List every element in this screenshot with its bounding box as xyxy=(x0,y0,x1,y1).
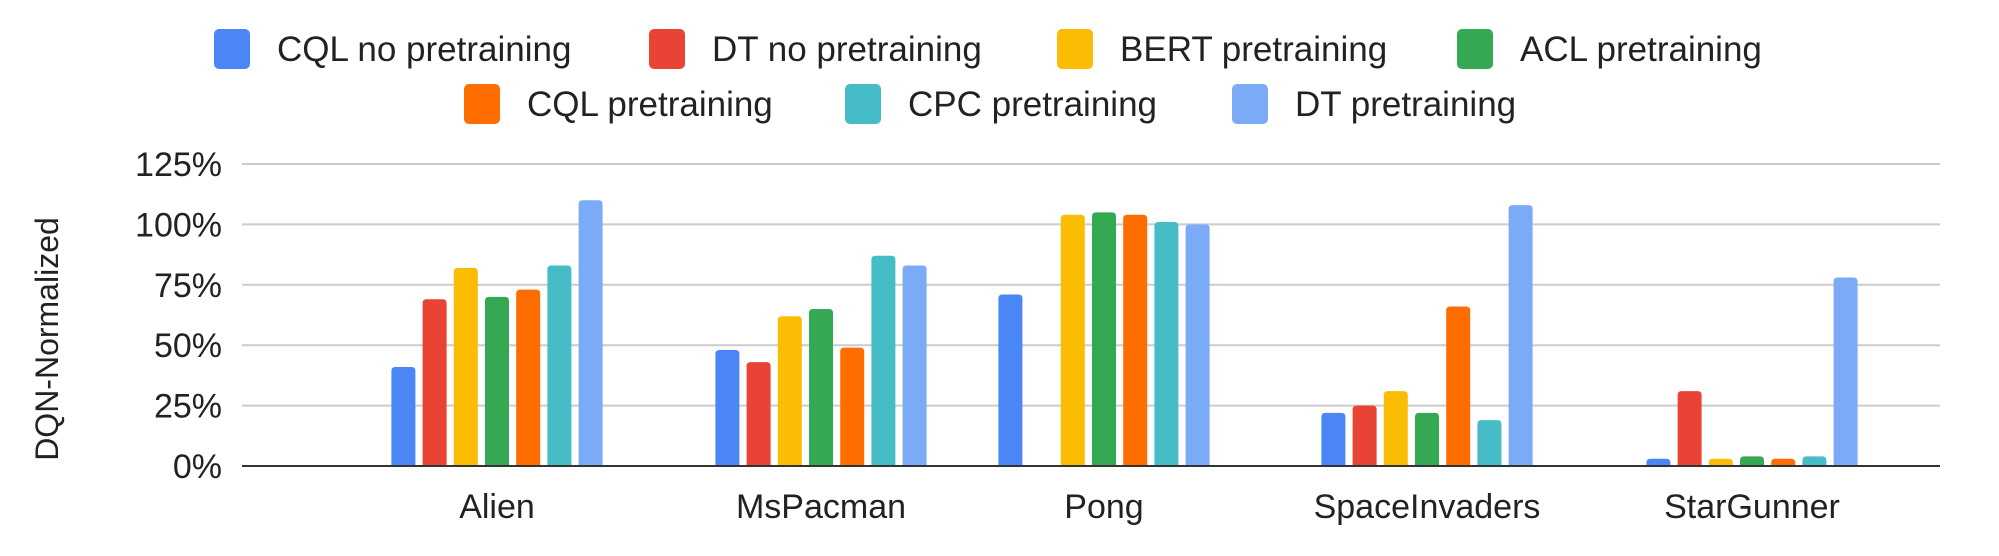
bar xyxy=(1802,456,1827,466)
x-tick-label: Pong xyxy=(1064,488,1143,526)
bar xyxy=(1383,391,1408,466)
y-tick-label: 125% xyxy=(135,146,222,184)
bar xyxy=(1352,405,1377,466)
bar xyxy=(1508,205,1533,466)
legend: CQL no pretraining DT no pretraining BERT … xyxy=(214,29,1762,124)
legend-swatch xyxy=(1232,84,1268,124)
y-tick-label: 75% xyxy=(154,267,222,305)
legend-label: CPC pretraining xyxy=(908,85,1157,124)
legend-label: CQL pretraining xyxy=(527,85,773,124)
bar xyxy=(391,366,416,466)
x-tick-label: MsPacman xyxy=(736,488,906,526)
legend-label: ACL pretraining xyxy=(1520,30,1762,69)
y-axis-title: DQN-Normalized xyxy=(29,217,65,461)
legend-swatch xyxy=(214,29,250,69)
legend-label: CQL no pretraining xyxy=(277,30,571,69)
legend-swatch xyxy=(845,84,881,124)
bar xyxy=(746,362,771,466)
bar xyxy=(578,200,603,467)
x-tick-label: Alien xyxy=(459,488,535,526)
x-axis-ticks: Alien MsPacman Pong SpaceInvaders StarGunner xyxy=(459,488,1840,526)
y-tick-label: 0% xyxy=(173,448,222,486)
legend-swatch xyxy=(1057,29,1093,69)
legend-item: CQL no pretraining xyxy=(214,29,571,69)
legend-item: DT pretraining xyxy=(1232,84,1516,124)
legend-item: ACL pretraining xyxy=(1457,29,1762,69)
bar xyxy=(1446,306,1471,466)
bar xyxy=(871,255,896,466)
legend-item: DT no pretraining xyxy=(649,29,982,69)
x-tick-label: StarGunner xyxy=(1664,488,1840,526)
bar xyxy=(998,294,1023,466)
legend-label: DT pretraining xyxy=(1295,85,1516,124)
bar xyxy=(1833,277,1858,466)
bar xyxy=(1477,420,1502,466)
bar xyxy=(777,316,802,466)
bar xyxy=(1154,221,1179,466)
legend-swatch xyxy=(649,29,685,69)
legend-item: CQL pretraining xyxy=(464,84,773,124)
bar xyxy=(1708,458,1733,466)
x-tick-label: SpaceInvaders xyxy=(1314,488,1541,526)
bar xyxy=(1646,458,1671,466)
bar xyxy=(516,289,541,466)
legend-label: BERT pretraining xyxy=(1120,30,1387,69)
bar xyxy=(840,347,865,466)
bar xyxy=(1677,391,1702,466)
bar xyxy=(715,350,740,466)
y-tick-label: 25% xyxy=(154,388,222,426)
bar xyxy=(1060,214,1085,466)
legend-label: DT no pretraining xyxy=(712,30,982,69)
bar xyxy=(1321,412,1346,466)
bar xyxy=(902,265,927,466)
legend-swatch xyxy=(464,84,500,124)
y-axis-ticks: 0% 25% 50% 75% 100% 125% xyxy=(135,146,222,486)
bar xyxy=(485,296,509,466)
bar xyxy=(1185,224,1210,466)
legend-swatch xyxy=(1457,29,1493,69)
bars xyxy=(391,200,1858,467)
bar xyxy=(1415,412,1439,466)
legend-item: BERT pretraining xyxy=(1057,29,1387,69)
bar xyxy=(809,308,833,466)
bar xyxy=(1771,458,1796,466)
y-tick-label: 50% xyxy=(154,327,222,365)
y-tick-label: 100% xyxy=(135,206,222,244)
bar xyxy=(1740,456,1764,466)
bar xyxy=(547,265,572,466)
legend-item: CPC pretraining xyxy=(845,84,1157,124)
bar xyxy=(1092,212,1116,466)
bar xyxy=(453,267,478,466)
bar xyxy=(1123,214,1148,466)
bar xyxy=(422,299,447,466)
